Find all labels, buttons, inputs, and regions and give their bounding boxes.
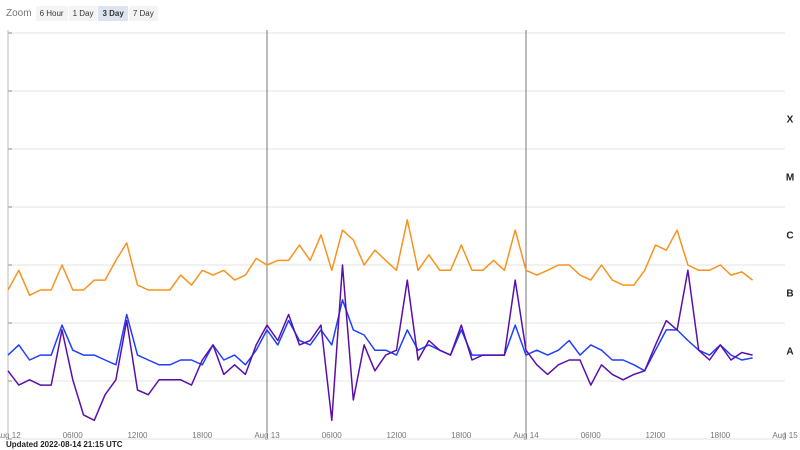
flare-class-label: A (786, 347, 793, 358)
x-tick-label: 18:00 (710, 431, 731, 440)
flare-class-label: B (786, 289, 793, 300)
x-tick-label: 12:00 (386, 431, 407, 440)
x-tick-label: Aug 14 (513, 431, 539, 440)
zoom-bar: Zoom 6 Hour 1 Day 3 Day 7 Day (6, 4, 159, 22)
flux-line (7, 264, 753, 422)
x-tick-label: 18:00 (451, 431, 472, 440)
flux-line (7, 219, 754, 297)
flare-class-label: C (786, 231, 793, 242)
x-tick-label: 18:00 (192, 431, 213, 440)
x-tick-label: Aug 13 (254, 431, 280, 440)
zoom-label: Zoom (6, 7, 32, 19)
zoom-button[interactable]: 1 Day (68, 5, 98, 21)
x-tick-label: 12:00 (127, 431, 148, 440)
flare-class-label: X (787, 115, 794, 126)
x-tick-label: 06:00 (63, 431, 84, 440)
plot-area (8, 30, 785, 437)
x-tick-label: 06:00 (581, 431, 602, 440)
x-tick-label: 12:00 (645, 431, 666, 440)
updated-text: Updated 2022-08-14 21:15 UTC (6, 440, 123, 449)
zoom-button[interactable]: 7 Day (128, 5, 158, 21)
flux-line (7, 299, 753, 372)
zoom-button[interactable]: 6 Hour (35, 5, 68, 21)
x-tick-label: 06:00 (322, 431, 343, 440)
zoom-button[interactable]: 3 Day (98, 5, 128, 21)
flare-class-label: M (786, 173, 794, 184)
x-tick-label: Aug 15 (772, 431, 798, 440)
x-tick-label: Aug 12 (0, 431, 21, 440)
